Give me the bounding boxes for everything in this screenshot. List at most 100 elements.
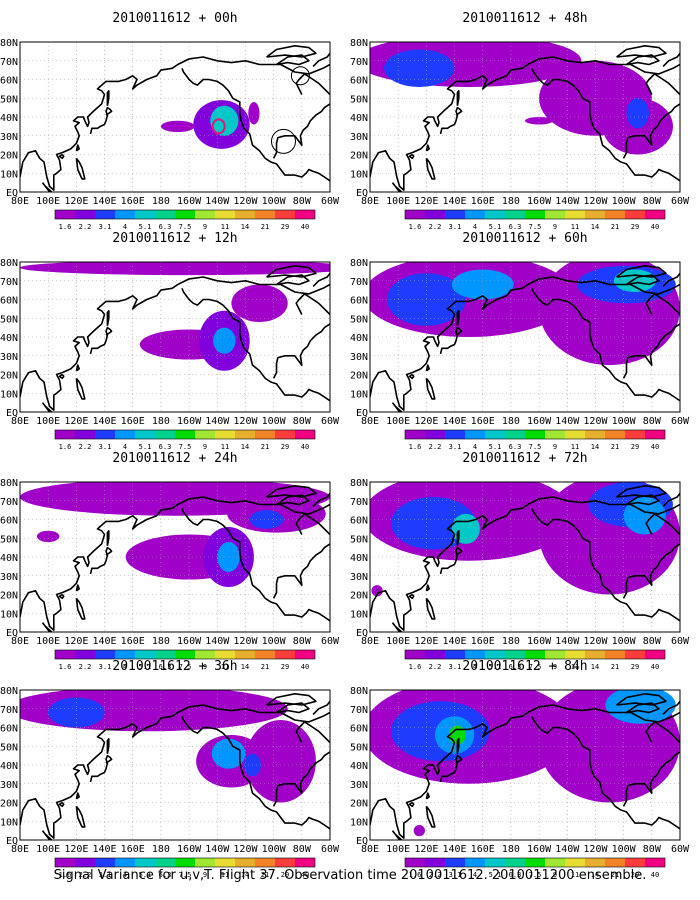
x-tick-label: 80W: [293, 844, 312, 855]
legend-swatch: [645, 858, 665, 867]
coastline: [181, 507, 330, 622]
legend-swatch: [255, 858, 275, 867]
x-tick-label: 80W: [643, 636, 662, 647]
x-tick-label: 160W: [527, 636, 552, 647]
y-tick-label: 20N: [350, 371, 368, 382]
legend-label: 2.2: [429, 663, 442, 671]
legend-label: 2.2: [79, 223, 92, 231]
legend-label: 2.2: [79, 443, 92, 451]
coastline: [662, 700, 680, 715]
legend-swatch: [545, 210, 565, 219]
x-tick-label: 100E: [36, 196, 60, 207]
observation-marker: [290, 66, 310, 86]
legend-label: 29: [631, 443, 639, 451]
flight-track: [211, 118, 226, 135]
x-tick-label: 160W: [527, 844, 552, 855]
y-tick-label: 30N: [0, 352, 18, 363]
legend-label: 9: [553, 443, 557, 451]
coastline: [391, 830, 403, 840]
x-tick-label: 80W: [643, 844, 662, 855]
legend-label: 5.1: [489, 223, 502, 231]
legend-label: 7.5: [529, 223, 542, 231]
legend-swatch: [605, 210, 625, 219]
y-tick-label: 60N: [0, 296, 18, 307]
x-tick-label: 80W: [293, 416, 312, 427]
coastline: [75, 144, 80, 152]
coastline: [272, 323, 330, 379]
x-tick-label: 140W: [555, 196, 580, 207]
x-tick-label: 60W: [671, 844, 690, 855]
legend-swatch: [295, 210, 315, 219]
variance-region: [605, 690, 676, 724]
x-tick-label: 100W: [262, 844, 287, 855]
coastline: [370, 56, 680, 191]
y-tick-label: 20N: [350, 151, 368, 162]
x-tick-label: 120E: [64, 844, 88, 855]
legend-label: 11: [571, 223, 579, 231]
map-frame: [19, 689, 331, 841]
x-tick-label: 60W: [321, 416, 340, 427]
x-tick-label: 80W: [643, 416, 662, 427]
observation-marker: [271, 128, 296, 154]
y-tick-label: EQ: [356, 188, 368, 199]
legend-label: 2.2: [79, 871, 92, 879]
coastline: [312, 700, 330, 715]
legend-label: 4: [123, 443, 127, 451]
legend-swatch: [155, 430, 175, 439]
legend-swatch: [405, 210, 425, 219]
legend-swatch: [625, 210, 645, 219]
legend-swatch: [295, 650, 315, 659]
y-tick-label: 50N: [0, 314, 18, 325]
coastline: [425, 805, 436, 828]
legend-frame: [404, 429, 666, 440]
y-tick-label: 20N: [0, 371, 18, 382]
legend-label: 14: [591, 223, 599, 231]
variance-region: [20, 262, 330, 276]
legend-swatch: [55, 210, 75, 219]
legend-swatch: [485, 650, 505, 659]
coastline: [295, 513, 330, 536]
coastline: [20, 704, 330, 839]
x-tick-label: 160E: [121, 416, 145, 427]
legend-label: 7.5: [179, 663, 192, 671]
legend-swatch: [175, 210, 195, 219]
map-frame: [369, 261, 681, 413]
legend-label: 11: [571, 663, 579, 671]
coastline: [408, 153, 415, 160]
x-tick-label: 160E: [121, 844, 145, 855]
legend-label: 11: [221, 223, 229, 231]
legend-swatch: [195, 858, 215, 867]
legend-label: 40: [301, 443, 309, 451]
legend-swatch: [235, 210, 255, 219]
y-tick-label: EQ: [6, 408, 18, 419]
legend-swatch: [75, 650, 95, 659]
legend-label: 14: [241, 443, 249, 451]
legend-label: 4: [473, 223, 477, 231]
x-tick-label: 140W: [555, 844, 580, 855]
x-tick-label: 160E: [471, 416, 495, 427]
coastline: [106, 529, 110, 546]
map-panel: 2010011612 + 24h EQ 10N 20N 30N 40N 50N 60N 70N 8…: [0, 451, 340, 671]
coastline: [295, 73, 330, 96]
variance-region: [626, 98, 650, 129]
y-tick-label: 50N: [350, 534, 368, 545]
legend-swatch: [255, 650, 275, 659]
coastline: [645, 73, 680, 96]
coastline: [181, 287, 330, 402]
y-tick-label: 60N: [350, 724, 368, 735]
coastline: [622, 323, 680, 379]
x-tick-label: 160W: [527, 196, 552, 207]
x-tick-label: 100W: [612, 844, 637, 855]
y-tick-label: 50N: [0, 534, 18, 545]
y-tick-label: 30N: [350, 352, 368, 363]
coastline: [58, 801, 65, 808]
map-panel: 2010011612 + 48h EQ 10N 20N 30N 40N 50N 60N 70N 8…: [350, 11, 690, 231]
legend-label: 3.1: [449, 871, 462, 879]
x-tick-label: 180: [502, 844, 520, 855]
legend-label: 9: [553, 223, 557, 231]
x-tick-label: 120W: [233, 196, 258, 207]
legend-label: 29: [631, 871, 639, 879]
y-tick-label: 70N: [0, 705, 18, 716]
coastline: [75, 792, 80, 800]
legend-swatch: [605, 858, 625, 867]
